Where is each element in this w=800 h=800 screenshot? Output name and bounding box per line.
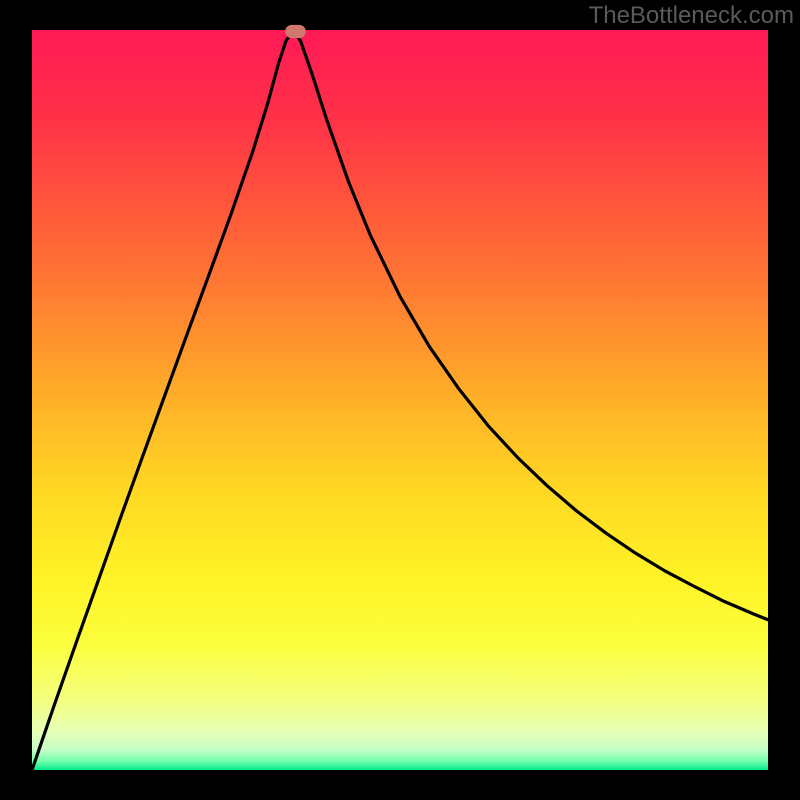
watermark-text: TheBottleneck.com <box>589 2 794 30</box>
optimum-marker <box>285 25 306 38</box>
plot-background <box>32 30 768 770</box>
chart-container: TheBottleneck.com <box>0 0 800 800</box>
bottleneck-chart <box>0 0 800 800</box>
